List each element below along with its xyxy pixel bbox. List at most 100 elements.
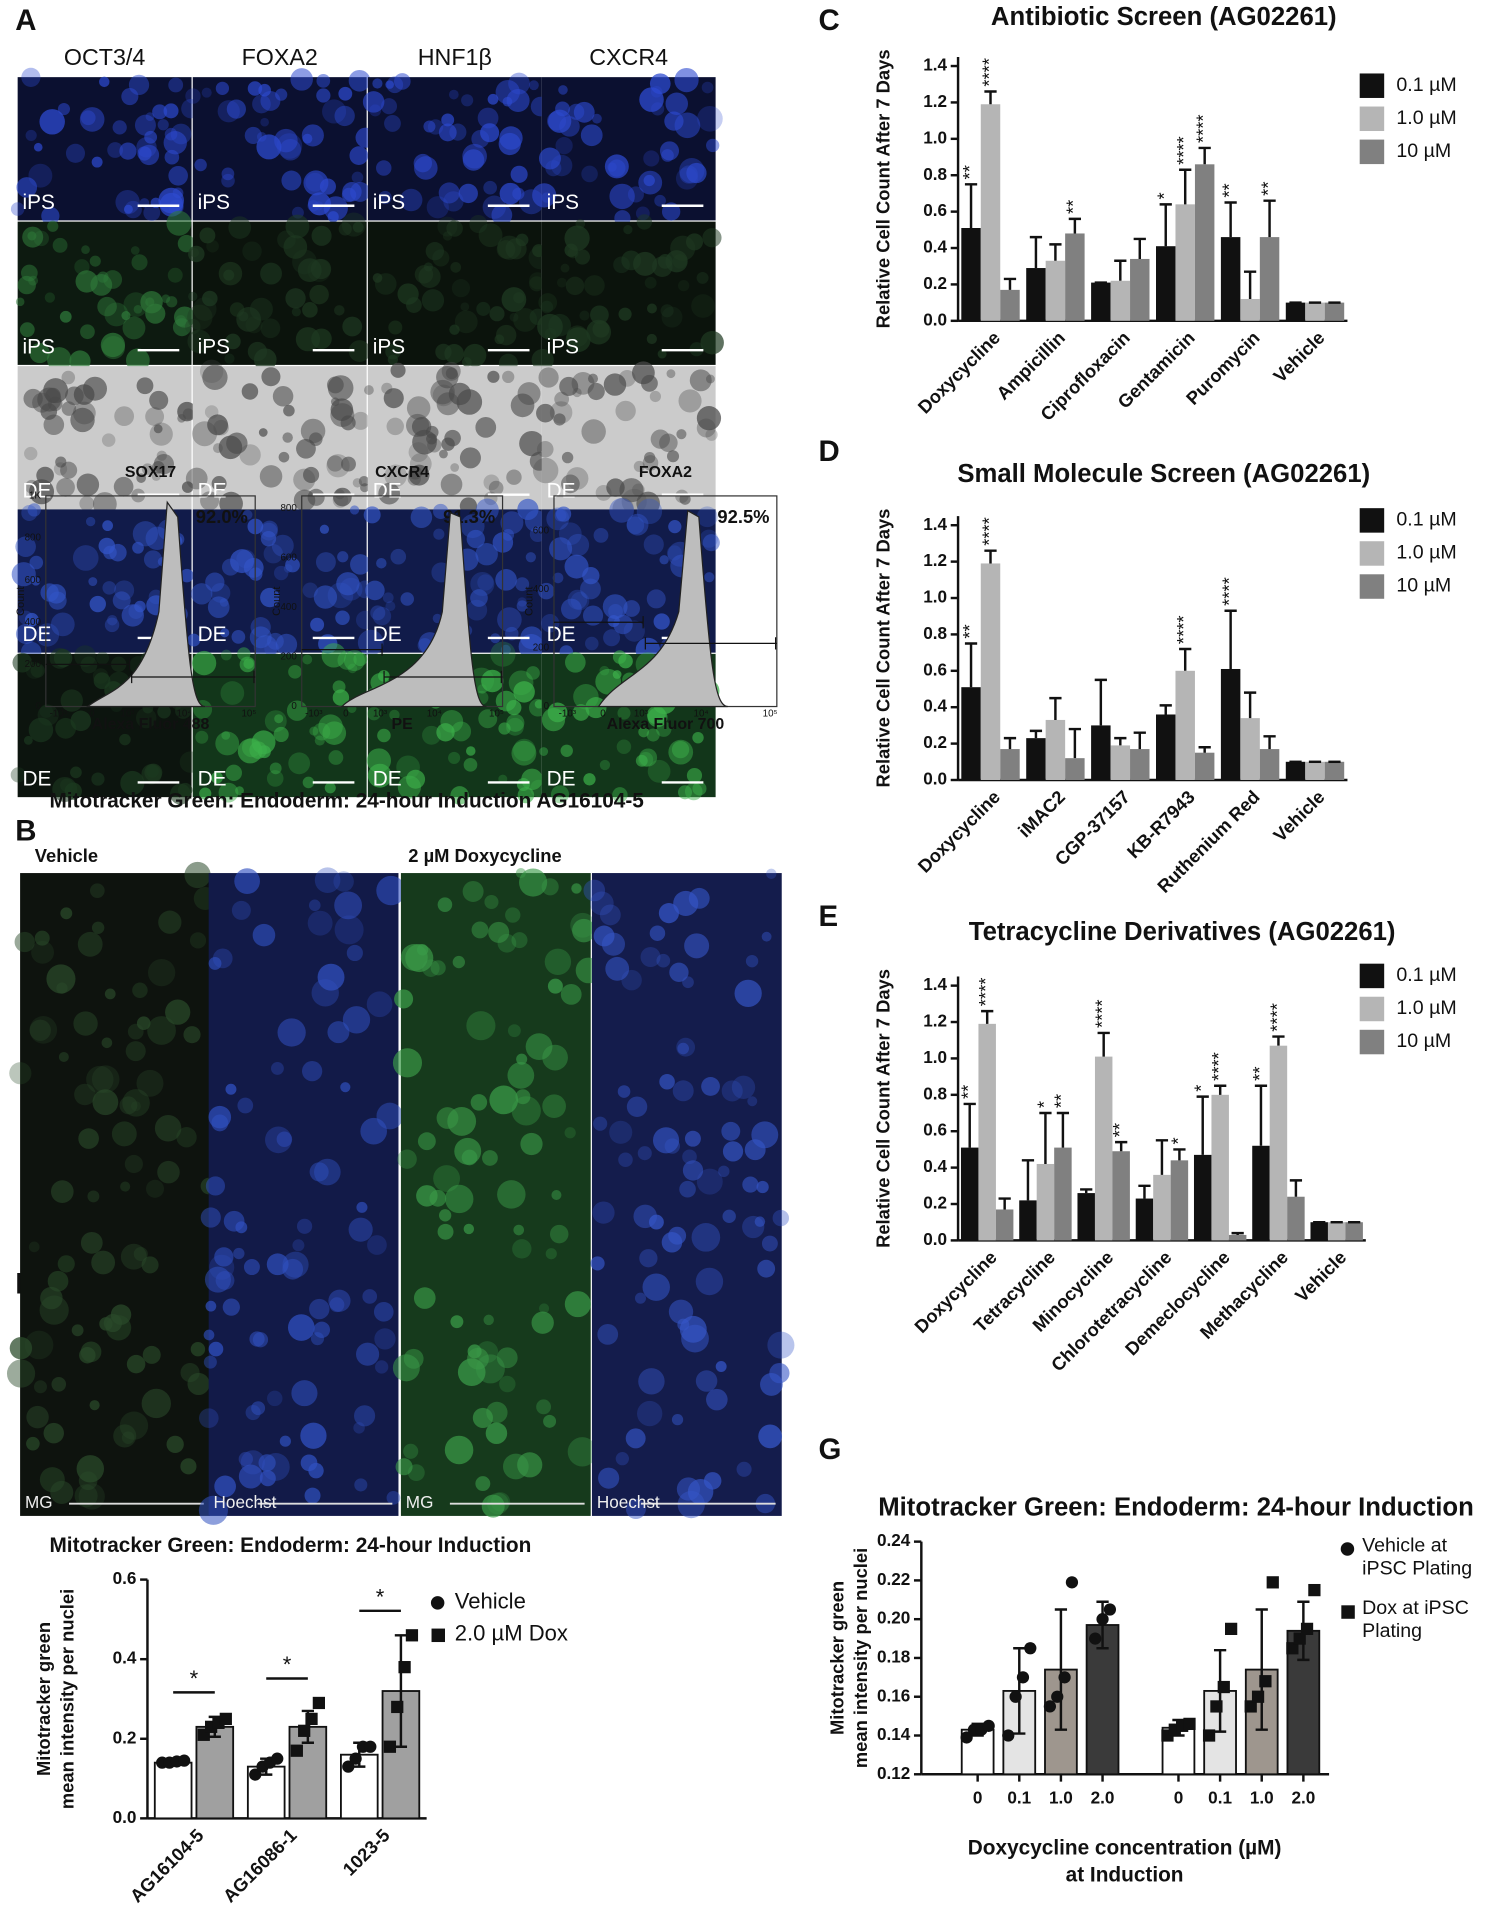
micrograph-texture: [342, 316, 363, 337]
micrograph-texture: [671, 1413, 684, 1426]
micrograph: [20, 873, 210, 1516]
micrograph-texture: [202, 290, 218, 307]
histogram-y-tick: 400: [281, 602, 298, 613]
micrograph-texture: [469, 214, 488, 234]
micrograph-texture: [158, 910, 182, 934]
micrograph-texture: [61, 401, 77, 416]
micrograph-texture: [721, 1080, 743, 1102]
micrograph-texture: [215, 1271, 235, 1290]
error-bar: [1272, 1035, 1285, 1046]
micrograph-texture: [141, 1256, 159, 1274]
error-bar: [1243, 270, 1257, 299]
y-tick-label: 0.0: [923, 769, 947, 789]
micrograph-texture: [672, 1080, 694, 1102]
data-point: [1009, 1690, 1022, 1703]
micrograph-texture: [497, 933, 517, 953]
micrograph-texture: [496, 240, 516, 259]
channel-label: MG: [406, 1492, 434, 1512]
micrograph-texture: [559, 116, 580, 137]
micrograph-texture: [251, 1401, 266, 1416]
micrograph-texture: [517, 786, 535, 804]
micrograph-texture: [124, 1154, 143, 1174]
micrograph-texture: [39, 704, 53, 718]
legend-label: Dox at iPSC Plating: [1362, 1597, 1469, 1643]
error-bar: [1179, 647, 1192, 671]
image-label: DE: [373, 480, 402, 503]
micrograph-texture: [531, 1311, 554, 1334]
legend-swatch: [1359, 574, 1385, 599]
micrograph-texture: [450, 1315, 464, 1329]
micrograph-texture: [646, 303, 657, 314]
micrograph-texture: [769, 1363, 790, 1384]
micrograph-texture: [75, 270, 98, 293]
micrograph-texture: [564, 1127, 576, 1139]
histogram-y-label: Count: [271, 587, 283, 616]
micrograph-texture: [684, 933, 710, 959]
micrograph-texture: [661, 1232, 683, 1253]
y-axis-label: Relative Cell Count After 7 Days: [872, 509, 893, 788]
micrograph-texture: [40, 1286, 63, 1310]
micrograph-texture: [525, 1033, 553, 1060]
significance: **: [958, 1085, 979, 1099]
micrograph-texture: [151, 471, 161, 481]
micrograph-texture: [188, 291, 198, 302]
micrograph-texture: [102, 520, 114, 532]
micrograph-texture: [46, 584, 67, 604]
bar: [1026, 268, 1046, 321]
micrograph-texture: [705, 374, 715, 384]
histogram-x-tick: 10³: [373, 708, 388, 719]
micrograph-texture: [47, 1270, 69, 1292]
micrograph-texture: [427, 438, 442, 453]
micrograph-texture: [374, 1328, 396, 1350]
image-label: DE: [547, 768, 576, 791]
micrograph-texture: [302, 582, 318, 598]
micrograph-texture: [392, 1354, 420, 1382]
bar: [980, 563, 1001, 780]
x-tick-label: 1.0: [1250, 1787, 1274, 1807]
micrograph-texture: [309, 1162, 329, 1182]
micrograph-texture: [134, 600, 146, 613]
micrograph-texture: [767, 1331, 795, 1359]
micrograph-texture: [639, 1249, 658, 1268]
micrograph-texture: [80, 1231, 103, 1254]
micrograph-texture: [141, 463, 154, 475]
micrograph-texture: [101, 433, 116, 447]
micrograph-texture: [231, 900, 251, 920]
micrograph-texture: [109, 543, 127, 562]
micrograph-texture: [554, 391, 570, 407]
micrograph-texture: [470, 571, 495, 596]
micrograph-texture: [328, 750, 344, 765]
micrograph-texture: [659, 555, 669, 565]
significance: **: [1249, 1067, 1270, 1081]
data-point: [1286, 1642, 1299, 1655]
micrograph-texture: [701, 1077, 720, 1096]
micrograph-texture: [489, 1085, 519, 1115]
micrograph-texture: [166, 1435, 184, 1454]
legend-swatch: [1359, 106, 1385, 132]
micrograph-texture: [79, 107, 105, 132]
micrograph-texture: [466, 529, 485, 549]
data-point: [1024, 1642, 1037, 1655]
y-tick-label: 0.2: [923, 732, 947, 752]
data-point: [1293, 1632, 1306, 1645]
column-header: CXCR4: [589, 44, 668, 70]
micrograph-texture: [285, 288, 306, 309]
micrograph-texture: [258, 428, 268, 437]
histogram-title: FOXA2: [639, 464, 692, 481]
micrograph-texture: [88, 577, 98, 586]
bar: [1019, 1200, 1037, 1241]
micrograph-texture: [119, 142, 137, 160]
micrograph-texture: [652, 1127, 680, 1154]
micrograph-texture: [143, 550, 163, 569]
micrograph-texture: [266, 770, 284, 787]
micrograph-texture: [582, 605, 604, 626]
micrograph-texture: [510, 165, 528, 183]
micrograph-texture: [247, 341, 268, 362]
micrograph-texture: [240, 1450, 265, 1475]
y-tick-label: 0.2: [923, 1193, 947, 1213]
micrograph-texture: [152, 461, 165, 474]
histogram-y-tick: 1K: [29, 491, 41, 502]
bar: [1000, 289, 1020, 321]
micrograph-texture: [551, 1190, 562, 1201]
micrograph-texture: [50, 1180, 74, 1203]
